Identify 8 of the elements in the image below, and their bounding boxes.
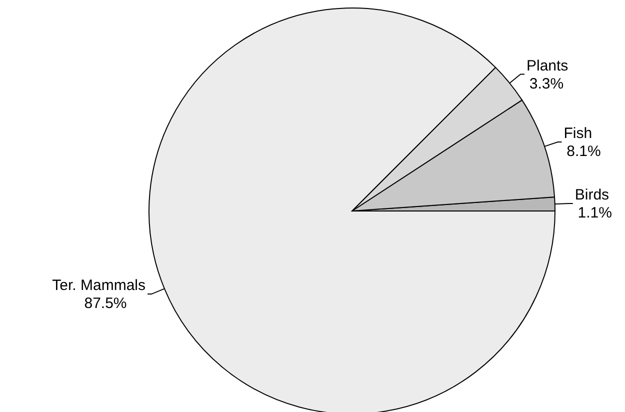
data-label: 1.1% — [578, 204, 612, 222]
data-label: 8.1% — [566, 143, 601, 160]
slice-label: Fish — [564, 125, 592, 142]
slice-label: Ter. Mammals — [52, 277, 146, 294]
data-label: 3.3% — [529, 75, 564, 92]
slice-label: Birds — [574, 186, 610, 204]
slice-label: Plants — [526, 57, 568, 74]
data-label: 87.5% — [84, 295, 127, 312]
